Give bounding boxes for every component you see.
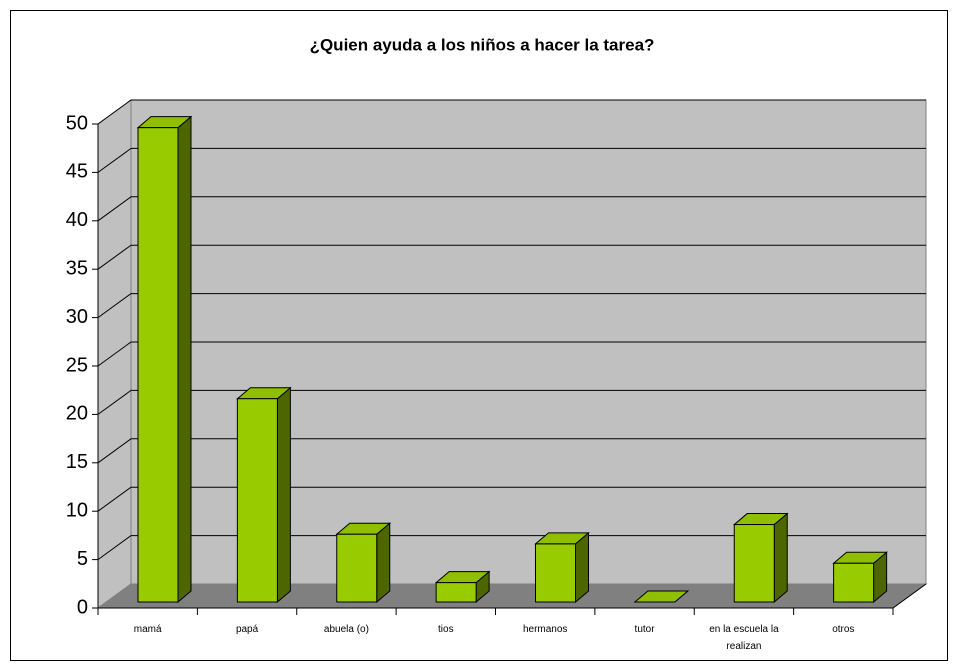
x-tick-label: hermanos bbox=[522, 624, 568, 635]
grid-line bbox=[97, 438, 926, 464]
y-tick-label: 35 bbox=[66, 257, 88, 279]
x-tick-label: otros bbox=[832, 624, 855, 635]
bar bbox=[535, 543, 576, 603]
bar bbox=[236, 398, 278, 603]
bar bbox=[336, 533, 378, 603]
grid-line bbox=[97, 196, 926, 222]
y-tick-label: 15 bbox=[66, 451, 88, 473]
bar bbox=[833, 562, 875, 603]
bar bbox=[733, 524, 775, 603]
y-tick-label: 45 bbox=[66, 161, 88, 183]
bar-side bbox=[276, 386, 291, 604]
bar-top bbox=[633, 590, 690, 603]
bar bbox=[137, 127, 179, 603]
floor-edge bbox=[892, 583, 927, 609]
x-tick-label: en la escuela la realizan bbox=[709, 624, 779, 652]
y-tick-label: 20 bbox=[66, 403, 88, 425]
bar-side bbox=[376, 522, 391, 604]
x-tick-label: mamá bbox=[133, 624, 162, 635]
y-tick-label: 30 bbox=[66, 306, 88, 328]
x-tick-label: tutor bbox=[634, 624, 655, 635]
y-tick-label: 10 bbox=[66, 499, 88, 521]
bar-side bbox=[575, 531, 589, 604]
bar-side bbox=[177, 115, 192, 604]
x-tick-label: abuela (o) bbox=[323, 624, 369, 635]
chart-title: ¿Quien ayuda a los niños a hacer la tare… bbox=[310, 35, 655, 54]
bar-side bbox=[773, 512, 788, 604]
grid-line bbox=[97, 244, 926, 270]
y-tick-label: 0 bbox=[77, 596, 88, 618]
y-tick-label: 5 bbox=[77, 548, 88, 570]
grid-line bbox=[97, 535, 926, 561]
grid-line bbox=[97, 99, 926, 125]
y-tick-label: 50 bbox=[66, 112, 88, 134]
bar bbox=[435, 582, 477, 603]
grid-line bbox=[97, 341, 926, 367]
x-tick-label: papá bbox=[235, 624, 259, 635]
floor bbox=[96, 583, 928, 609]
grid-line bbox=[97, 293, 926, 319]
y-tick-label: 25 bbox=[66, 354, 88, 376]
grid-line bbox=[97, 389, 926, 415]
grid-line bbox=[97, 486, 926, 512]
x-tick-label: tios bbox=[438, 624, 454, 635]
y-tick-label: 40 bbox=[66, 209, 88, 231]
grid-line bbox=[97, 147, 926, 173]
